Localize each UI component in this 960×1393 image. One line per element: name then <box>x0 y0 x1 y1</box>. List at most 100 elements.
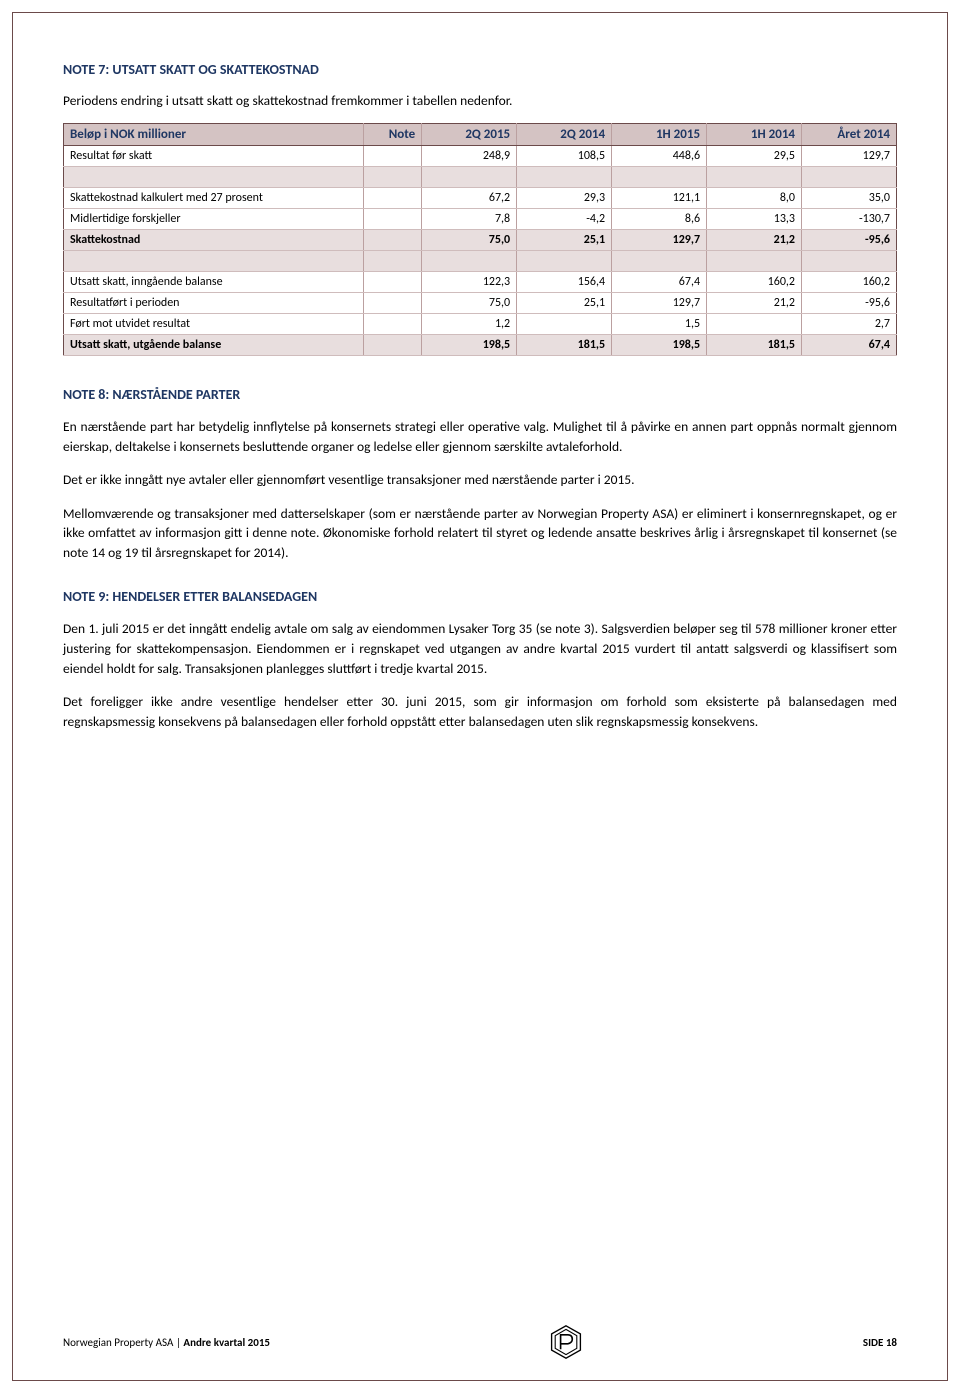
note7-intro: Periodens endring i utsatt skatt og skat… <box>63 92 897 109</box>
row-value: 25,1 <box>517 230 612 251</box>
note7-table: Beløp i NOK millioner Note 2Q 2015 2Q 20… <box>63 123 897 356</box>
row-value: -4,2 <box>517 209 612 230</box>
table-row <box>64 167 897 188</box>
row-value <box>363 335 421 356</box>
table-row: Utsatt skatt, utgående balanse198,5181,5… <box>64 335 897 356</box>
row-value: 129,7 <box>612 230 707 251</box>
row-value <box>363 272 421 293</box>
note9-p2: Det foreligger ikke andre vesentlige hen… <box>63 692 897 731</box>
note8-title: NOTE 8: NÆRSTÅENDE PARTER <box>63 386 897 403</box>
row-value: 129,7 <box>612 293 707 314</box>
row-value: 29,3 <box>517 188 612 209</box>
row-value: 160,2 <box>802 272 897 293</box>
row-value: 198,5 <box>422 335 517 356</box>
row-value: 181,5 <box>517 335 612 356</box>
page-frame: NOTE 7: UTSATT SKATT OG SKATTEKOSTNAD Pe… <box>12 12 948 1381</box>
row-value: 2,7 <box>802 314 897 335</box>
row-value: 8,6 <box>612 209 707 230</box>
company-logo-icon <box>548 1324 584 1360</box>
table-row: Skattekostnad75,025,1129,721,2-95,6 <box>64 230 897 251</box>
row-value: 1,5 <box>612 314 707 335</box>
row-value <box>363 293 421 314</box>
row-value: 121,1 <box>612 188 707 209</box>
note8-p3: Mellomværende og transaksjoner med datte… <box>63 504 897 563</box>
row-value: 67,2 <box>422 188 517 209</box>
spacer-cell <box>422 167 517 188</box>
spacer-cell <box>707 251 802 272</box>
note9-title: NOTE 9: HENDELSER ETTER BALANSEDAGEN <box>63 588 897 605</box>
row-value: 7,8 <box>422 209 517 230</box>
row-value: 35,0 <box>802 188 897 209</box>
row-value: 8,0 <box>707 188 802 209</box>
spacer-cell <box>64 167 364 188</box>
spacer-cell <box>612 251 707 272</box>
footer-company: Norwegian Property ASA <box>63 1336 173 1349</box>
table-row <box>64 251 897 272</box>
spacer-cell <box>802 167 897 188</box>
spacer-cell <box>517 251 612 272</box>
row-label: Ført mot utvidet resultat <box>64 314 364 335</box>
row-value: 67,4 <box>612 272 707 293</box>
row-label: Resultatført i perioden <box>64 293 364 314</box>
row-label: Utsatt skatt, inngående balanse <box>64 272 364 293</box>
row-label: Utsatt skatt, utgående balanse <box>64 335 364 356</box>
row-value: 248,9 <box>422 146 517 167</box>
row-value: 156,4 <box>517 272 612 293</box>
note7-title: NOTE 7: UTSATT SKATT OG SKATTEKOSTNAD <box>63 61 897 78</box>
row-label: Skattekostnad kalkulert med 27 prosent <box>64 188 364 209</box>
row-value: 25,1 <box>517 293 612 314</box>
row-value: 448,6 <box>612 146 707 167</box>
table-row: Skattekostnad kalkulert med 27 prosent 67… <box>64 188 897 209</box>
row-value: 75,0 <box>422 293 517 314</box>
spacer-cell <box>517 167 612 188</box>
footer-left: Norwegian Property ASA | Andre kvartal 2… <box>63 1336 270 1349</box>
row-value <box>363 146 421 167</box>
row-value: 129,7 <box>802 146 897 167</box>
note8-section: NOTE 8: NÆRSTÅENDE PARTER En nærstående … <box>63 386 897 562</box>
row-value: -130,7 <box>802 209 897 230</box>
row-value: 122,3 <box>422 272 517 293</box>
row-value: 75,0 <box>422 230 517 251</box>
footer-period: Andre kvartal 2015 <box>183 1336 270 1349</box>
row-value: -95,6 <box>802 293 897 314</box>
row-label: Resultat før skatt <box>64 146 364 167</box>
row-value: 67,4 <box>802 335 897 356</box>
col-header: 1H 2015 <box>612 124 707 146</box>
table-header-row: Beløp i NOK millioner Note 2Q 2015 2Q 20… <box>64 124 897 146</box>
row-value: 108,5 <box>517 146 612 167</box>
spacer-cell <box>64 251 364 272</box>
table-row: Midlertidige forskjeller7,8-4,28,613,3-1… <box>64 209 897 230</box>
col-header: 1H 2014 <box>707 124 802 146</box>
col-header: 2Q 2014 <box>517 124 612 146</box>
note9-section: NOTE 9: HENDELSER ETTER BALANSEDAGEN Den… <box>63 588 897 731</box>
note8-p1: En nærstående part har betydelig innflyt… <box>63 417 897 456</box>
footer-page: SIDE 18 <box>863 1336 897 1349</box>
row-value <box>517 314 612 335</box>
row-label: Midlertidige forskjeller <box>64 209 364 230</box>
table-row: Ført mot utvidet resultat 1,2 1,5 2,7 <box>64 314 897 335</box>
note7-section: NOTE 7: UTSATT SKATT OG SKATTEKOSTNAD Pe… <box>63 61 897 356</box>
note8-p2: Det er ikke inngått nye avtaler eller gj… <box>63 470 897 490</box>
row-value: 198,5 <box>612 335 707 356</box>
row-value: -95,6 <box>802 230 897 251</box>
note9-p1: Den 1. juli 2015 er det inngått endelig … <box>63 619 897 678</box>
row-value <box>363 188 421 209</box>
page-footer: Norwegian Property ASA | Andre kvartal 2… <box>63 1324 897 1360</box>
col-header: 2Q 2015 <box>422 124 517 146</box>
row-value <box>363 230 421 251</box>
row-value: 160,2 <box>707 272 802 293</box>
row-value <box>363 209 421 230</box>
spacer-cell <box>612 167 707 188</box>
spacer-cell <box>422 251 517 272</box>
row-value: 1,2 <box>422 314 517 335</box>
col-header: Beløp i NOK millioner <box>64 124 364 146</box>
table-row: Resultat før skatt 248,9108,5448,629,5129… <box>64 146 897 167</box>
row-value: 181,5 <box>707 335 802 356</box>
spacer-cell <box>707 167 802 188</box>
row-value: 29,5 <box>707 146 802 167</box>
spacer-cell <box>802 251 897 272</box>
spacer-cell <box>363 167 421 188</box>
table-row: Resultatført i perioden75,025,1129,721,2… <box>64 293 897 314</box>
row-value <box>707 314 802 335</box>
col-header: Note <box>363 124 421 146</box>
